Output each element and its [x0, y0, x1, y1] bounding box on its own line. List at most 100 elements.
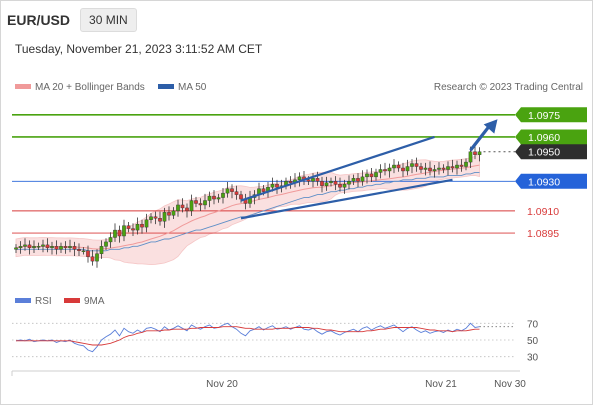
rsi-tick-30: 30 [527, 353, 539, 364]
candle-body [225, 188, 230, 194]
candle-body [270, 184, 275, 188]
level-tag-1.0960 [515, 129, 587, 145]
candle-body [455, 164, 459, 169]
candle-body [464, 161, 468, 167]
candle-body [459, 164, 464, 167]
candle-body [95, 253, 99, 262]
candle-body [365, 173, 369, 178]
level-label-1.0895: 1.0895 [527, 228, 559, 240]
candle-body [77, 249, 81, 251]
candle-body [468, 151, 473, 163]
candle-body [158, 218, 162, 222]
candle-body [437, 167, 441, 170]
candle-body [36, 246, 41, 248]
candle-body [167, 212, 171, 216]
upper-trend-line [240, 135, 435, 202]
candle-body [45, 244, 50, 249]
candle-body [117, 229, 122, 237]
candle-body [176, 204, 180, 212]
level-tag-1.0930 [515, 173, 587, 189]
candle-body [450, 166, 455, 169]
ma20-line [15, 164, 480, 250]
candle-body [194, 200, 198, 204]
candle-body [419, 166, 423, 170]
candle-body [311, 178, 315, 182]
candle-body [185, 207, 189, 212]
candle-body [347, 181, 351, 185]
candle-body [275, 184, 279, 188]
candle-body [140, 223, 144, 228]
candle-body [149, 216, 153, 220]
level-label-1.0975: 1.0975 [528, 110, 560, 122]
candle-body [216, 197, 221, 200]
level-label-1.0960: 1.0960 [528, 132, 560, 144]
level-tag-1.0950 [515, 144, 587, 160]
level-label-1.0910: 1.0910 [527, 206, 559, 218]
candle-body [135, 223, 140, 231]
ma9-legend-label: 9MA [84, 296, 105, 307]
candle-body [473, 151, 477, 155]
x-tick-nov30: Nov 30 [494, 379, 526, 390]
candlesticks [14, 145, 482, 268]
candle-body [338, 184, 342, 188]
rsi-line [15, 322, 480, 353]
rsi-tick-70: 70 [527, 319, 539, 330]
candle-body [162, 212, 167, 222]
candle-body [180, 204, 185, 209]
candle-body [104, 241, 108, 247]
candle-body [374, 172, 378, 178]
ma50-legend-swatch [158, 84, 174, 89]
candle-body [171, 210, 176, 216]
candle-body [329, 181, 333, 183]
level-label-1.0950: 1.0950 [528, 147, 560, 159]
candle-body [113, 229, 117, 238]
candle-body [315, 178, 320, 182]
candle-body [477, 151, 482, 155]
lower-trend-line [240, 178, 453, 220]
candle-body [41, 244, 45, 247]
rsi-ma9-line [16, 326, 480, 346]
ma50-legend-label: MA 50 [178, 82, 207, 93]
candle-body [68, 246, 72, 249]
candle-body [297, 176, 302, 181]
credit-text: Research © 2023 Trading Central [434, 82, 583, 93]
candle-body [86, 250, 90, 257]
candle-body [230, 188, 234, 192]
candle-body [99, 246, 104, 254]
candle-body [198, 203, 203, 206]
rsi-legend-label: RSI [35, 296, 52, 307]
candle-body [387, 167, 392, 172]
header: EUR/USD 30 MIN [7, 8, 137, 32]
candle-body [378, 169, 383, 173]
level-label-1.0930: 1.0930 [528, 176, 560, 188]
candle-body [423, 167, 428, 170]
rsi-legend-swatch [15, 298, 31, 303]
candle-body [360, 176, 365, 182]
level-tag-1.0975 [515, 107, 587, 123]
level-labels: 1.0975 1.0960 1.0950 1.0930 1.0910 1.0895 [515, 107, 587, 240]
candle-body [122, 225, 126, 237]
candle-body [189, 200, 194, 212]
x-tick-nov21: Nov 21 [425, 379, 457, 390]
candle-body [306, 179, 311, 182]
candle-body [405, 166, 410, 172]
candle-body [432, 169, 437, 172]
candle-body [81, 250, 86, 252]
candle-body [14, 247, 18, 250]
candle-body [261, 188, 266, 192]
x-tick-nov20: Nov 20 [206, 379, 238, 390]
timestamp: Tuesday, November 21, 2023 3:11:52 AM CE… [15, 42, 263, 56]
candle-body [410, 163, 414, 167]
candle-body [203, 200, 207, 206]
candle-body [369, 173, 374, 178]
timeframe-badge[interactable]: 30 MIN [80, 8, 137, 32]
candle-body [396, 164, 401, 169]
trend-lines [240, 119, 498, 220]
candle-body [108, 237, 113, 243]
candle-body [126, 225, 131, 229]
candle-body [342, 184, 347, 188]
candle-body [59, 246, 63, 250]
candle-body [351, 178, 356, 182]
candle-body [72, 246, 77, 250]
